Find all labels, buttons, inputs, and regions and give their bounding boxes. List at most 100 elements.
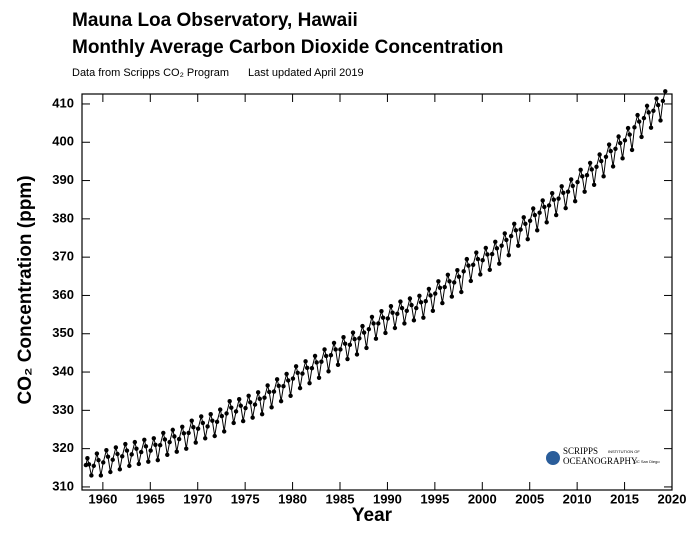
data-point xyxy=(625,125,631,131)
data-point xyxy=(409,302,414,308)
data-point xyxy=(648,125,654,130)
logo-tag: UC San Diego xyxy=(634,459,660,464)
logo-name: SCRIPPS xyxy=(563,446,598,456)
data-point xyxy=(430,308,436,313)
data-point xyxy=(494,246,500,251)
data-point xyxy=(117,467,123,472)
data-point xyxy=(504,237,509,243)
data-point xyxy=(404,308,409,313)
data-point xyxy=(297,385,303,391)
x-tick-label: 2005 xyxy=(515,491,544,506)
x-tick-label: 2010 xyxy=(563,491,592,506)
data-point xyxy=(597,152,602,157)
data-point xyxy=(369,314,375,320)
data-point xyxy=(616,134,621,139)
x-axis-label: Year xyxy=(352,505,393,526)
data-point xyxy=(322,347,327,352)
data-point xyxy=(331,340,337,346)
data-point xyxy=(392,325,398,331)
x-tick-label: 1960 xyxy=(88,491,117,506)
data-point xyxy=(124,448,130,453)
y-tick-label: 320 xyxy=(52,440,74,455)
data-point xyxy=(105,454,111,459)
data-point xyxy=(361,330,367,335)
data-point xyxy=(445,272,451,277)
data-point xyxy=(587,160,593,166)
data-point xyxy=(459,289,464,295)
data-point xyxy=(620,156,625,161)
y-tick-label: 360 xyxy=(52,287,74,302)
data-point xyxy=(385,316,391,321)
data-point xyxy=(208,411,213,417)
data-point xyxy=(478,272,483,277)
data-point xyxy=(390,310,395,315)
data-point xyxy=(436,279,441,284)
data-point xyxy=(274,377,280,382)
x-tick-label: 2000 xyxy=(468,491,497,506)
data-point xyxy=(417,293,422,299)
data-point xyxy=(265,383,270,388)
data-point xyxy=(203,436,208,441)
data-point xyxy=(506,253,511,258)
data-point xyxy=(508,233,514,239)
data-point xyxy=(342,341,348,346)
data-point xyxy=(115,451,120,457)
data-point xyxy=(442,284,447,290)
data-point xyxy=(527,218,533,223)
data-point xyxy=(383,330,388,336)
data-point xyxy=(589,167,594,172)
data-point xyxy=(563,205,568,211)
data-point xyxy=(380,315,386,320)
data-point xyxy=(288,393,293,398)
data-point xyxy=(376,321,381,326)
data-point xyxy=(184,446,189,451)
data-point xyxy=(138,449,144,455)
data-point xyxy=(143,444,149,449)
data-point xyxy=(556,196,561,201)
data-point xyxy=(426,286,432,292)
chart-title: Mauna Loa Observatory, Hawaii xyxy=(72,10,358,31)
y-tick-label: 410 xyxy=(52,95,74,110)
data-point xyxy=(180,424,185,430)
data-point xyxy=(525,236,530,242)
data-point xyxy=(250,415,255,420)
data-point xyxy=(561,190,566,196)
data-point xyxy=(309,366,315,371)
data-point xyxy=(411,318,417,323)
data-point xyxy=(629,147,635,153)
data-point xyxy=(475,256,481,262)
data-point xyxy=(262,395,267,400)
data-point xyxy=(212,433,217,439)
data-point xyxy=(231,420,236,426)
data-point xyxy=(295,370,300,376)
data-point xyxy=(205,424,210,429)
data-point xyxy=(101,460,106,465)
data-point xyxy=(176,436,182,442)
data-point xyxy=(660,98,666,104)
data-point xyxy=(257,396,262,402)
data-point xyxy=(134,446,139,451)
data-point xyxy=(474,250,479,255)
data-point xyxy=(433,291,438,296)
data-point xyxy=(575,179,580,185)
y-tick-label: 330 xyxy=(52,402,74,417)
data-point xyxy=(108,469,113,475)
data-point xyxy=(86,462,92,467)
data-point xyxy=(366,326,372,332)
source-note: Data from Scripps CO₂ Program xyxy=(72,67,229,79)
data-point xyxy=(229,405,234,410)
data-point xyxy=(333,347,338,352)
data-point xyxy=(639,134,644,140)
data-point xyxy=(170,427,175,433)
data-point xyxy=(157,442,163,448)
y-tick-label: 350 xyxy=(52,325,74,340)
data-point xyxy=(267,389,272,395)
data-point xyxy=(437,285,443,290)
data-point xyxy=(357,336,362,341)
data-point xyxy=(181,431,187,436)
data-point xyxy=(414,305,419,311)
data-point xyxy=(449,294,455,299)
data-point xyxy=(335,362,341,367)
data-point xyxy=(155,457,160,463)
